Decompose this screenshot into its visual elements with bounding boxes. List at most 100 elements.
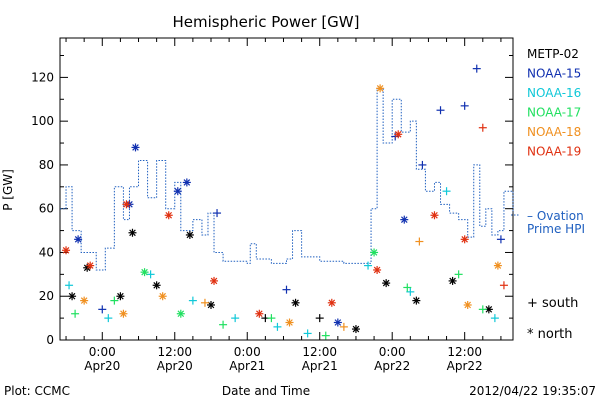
data-point-south — [273, 322, 282, 331]
x-tick-label-date: Apr22 — [447, 359, 483, 373]
data-point-south — [146, 270, 155, 279]
chart-title: Hemispheric Power [GW] — [173, 13, 360, 31]
marker-stroke — [132, 144, 139, 151]
marker-stroke — [461, 236, 468, 243]
x-tick-label-time: 0:00 — [234, 345, 261, 359]
data-point-north — [207, 300, 215, 309]
data-point-south — [219, 320, 228, 329]
data-point-south — [303, 329, 312, 338]
marker-stroke — [376, 85, 384, 92]
marker-stroke — [141, 268, 148, 276]
marker-stroke — [400, 216, 408, 223]
data-point-north — [74, 235, 83, 244]
data-point-south — [200, 298, 209, 307]
data-point-south — [472, 64, 481, 73]
y-tick-label: 100 — [31, 114, 54, 128]
data-point-north — [285, 318, 294, 327]
data-point-south — [65, 281, 74, 290]
marker-legend-south: + south — [527, 296, 578, 311]
marker-stroke — [174, 187, 182, 195]
data-point-south — [110, 296, 119, 305]
marker-stroke — [80, 297, 88, 304]
x-tick-label-date: Apr20 — [157, 359, 193, 373]
ovation-hpi-line — [60, 87, 514, 271]
marker-stroke — [494, 262, 502, 269]
data-point-south — [418, 160, 427, 169]
legend-entry-noaa-15: NOAA-15 — [527, 67, 581, 81]
data-point-north — [185, 230, 194, 239]
marker-stroke — [464, 301, 472, 309]
data-point-north — [370, 248, 379, 257]
data-point-south — [442, 187, 451, 196]
marker-stroke — [117, 292, 124, 300]
marker-stroke — [186, 231, 194, 239]
data-point-south — [415, 237, 424, 246]
data-point-north — [255, 309, 264, 318]
data-point-south — [71, 309, 80, 318]
marker-stroke — [449, 277, 456, 285]
data-point-south — [499, 281, 508, 290]
data-point-south — [478, 305, 487, 314]
marker-stroke — [74, 236, 82, 243]
y-tick-label: 120 — [31, 70, 54, 84]
data-point-north — [116, 292, 125, 301]
data-point-north — [400, 215, 409, 224]
axes-group: 0204060801001200:00Apr2012:00Apr200:00Ap… — [31, 38, 513, 373]
data-point-north — [333, 318, 342, 327]
marker-stroke — [431, 211, 438, 219]
marker-stroke — [413, 297, 420, 304]
y-tick-label: 80 — [39, 158, 54, 172]
marker-stroke — [68, 292, 76, 300]
legend-entry-noaa-19: NOAA-19 — [527, 145, 581, 159]
data-point-south — [478, 123, 487, 132]
x-tick-label-date: Apr21 — [302, 359, 338, 373]
data-point-north — [119, 309, 128, 318]
data-point-north — [412, 296, 421, 305]
legend-entry-metp-02: METP-02 — [527, 47, 579, 61]
data-point-south — [267, 314, 276, 323]
data-point-south — [403, 283, 412, 292]
data-point-north — [152, 281, 161, 290]
data-point-north — [68, 292, 77, 301]
legend-entry-noaa-17: NOAA-17 — [527, 106, 581, 120]
marker-stroke — [370, 249, 378, 256]
data-point-north — [173, 187, 182, 196]
data-point-north — [448, 276, 457, 285]
data-point-south — [213, 209, 222, 218]
data-point-south — [454, 270, 463, 279]
x-tick-label-time: 0:00 — [89, 345, 116, 359]
marker-legend-north: * north — [527, 327, 573, 342]
data-point-south — [339, 322, 348, 331]
x-tick-label-time: 0:00 — [379, 345, 406, 359]
footer-right-timestamp: 2012/04/22 19:35:07 — [469, 384, 596, 398]
x-tick-label-time: 12:00 — [157, 345, 192, 359]
data-point-south — [282, 285, 291, 294]
data-point-north — [291, 298, 300, 307]
data-point-north — [430, 211, 439, 220]
data-point-north — [122, 200, 131, 209]
x-tick-label-time: 12:00 — [302, 345, 337, 359]
marker-stroke — [485, 306, 493, 313]
data-point-north — [80, 296, 89, 305]
marker-stroke — [129, 229, 136, 237]
data-point-south — [460, 101, 469, 110]
data-point-north — [158, 292, 167, 301]
data-point-north — [484, 305, 493, 314]
marker-stroke — [210, 277, 218, 285]
data-point-north — [176, 309, 185, 318]
data-point-north — [210, 276, 219, 285]
data-point-south — [231, 314, 240, 323]
x-tick-label-time: 12:00 — [447, 345, 482, 359]
marker-stroke — [86, 262, 94, 269]
x-tick-label-date: Apr20 — [84, 359, 120, 373]
y-tick-label: 40 — [39, 245, 54, 259]
scatter-points — [62, 64, 508, 340]
data-point-north — [351, 325, 360, 334]
marker-stroke — [286, 319, 293, 326]
marker-stroke — [328, 299, 336, 307]
y-tick-label: 0 — [46, 333, 54, 347]
data-point-south — [104, 314, 113, 323]
marker-stroke — [352, 325, 360, 333]
data-point-north — [493, 261, 502, 270]
